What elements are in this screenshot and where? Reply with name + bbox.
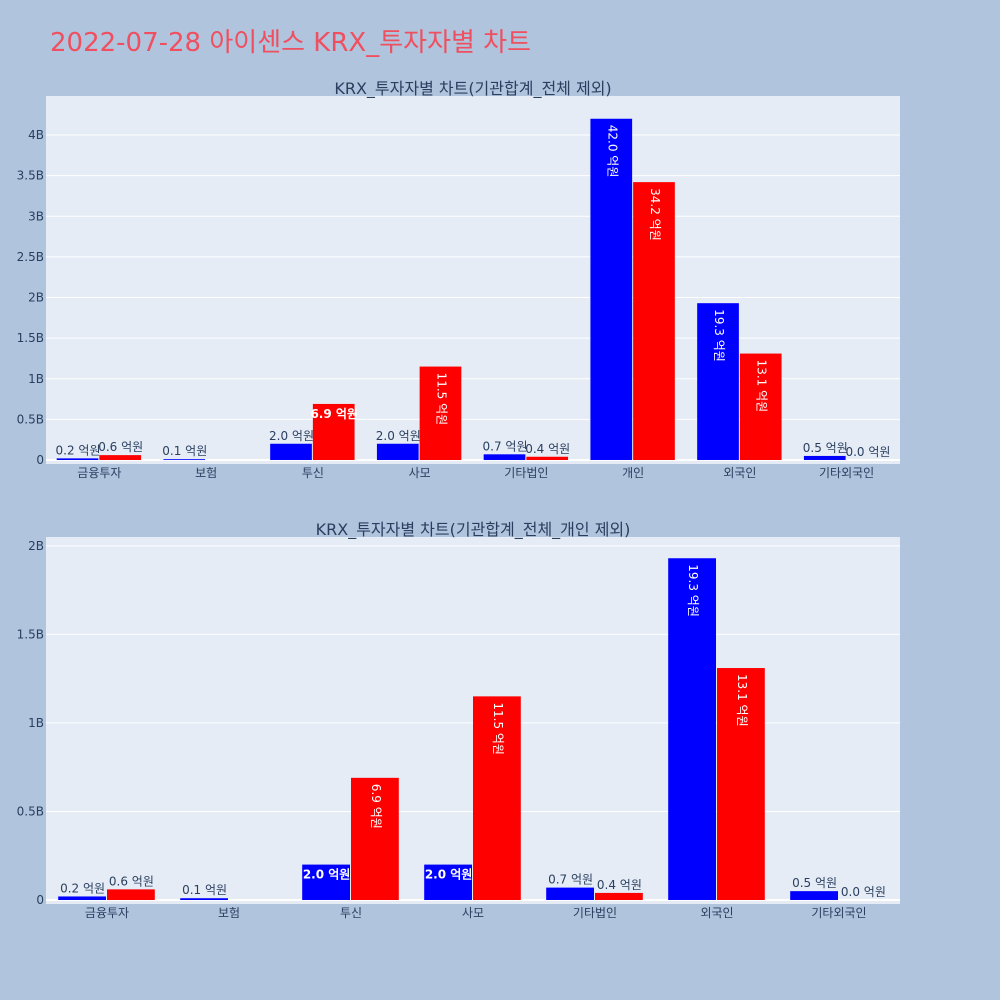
bar-label: 0.4 억원 (525, 442, 570, 456)
x-tick-label: 보험 (195, 466, 217, 480)
bar (483, 454, 526, 460)
x-tick-label: 금융투자 (85, 906, 129, 920)
bar (180, 898, 228, 900)
bar (270, 443, 312, 460)
y-tick-label: 1B (28, 372, 44, 386)
bar-label: 42.0 억원 (605, 125, 619, 178)
bar (526, 456, 569, 460)
bar-label: 19.3 억원 (712, 309, 726, 362)
x-tick-label: 사모 (462, 906, 484, 920)
bar (803, 455, 846, 460)
bar (99, 455, 142, 460)
y-tick-label: 0 (36, 453, 44, 467)
bar (590, 118, 633, 460)
chart-2: KRX_투자자별 차트(기관합계_전체_개인 제외) 0 0.5B 1B 1.5B 2B 금… (17, 520, 900, 920)
x-tick-label: 사모 (409, 466, 431, 480)
bar (107, 889, 155, 900)
chart-1: KRX_투자자별 차트(기관합계_전체 제외) 0 0.5B 1B 1.5B 2B 2.5B… (17, 79, 900, 480)
bar-label: 0.2 억원 (60, 881, 105, 895)
bar (419, 366, 462, 460)
x-tick-label: 투신 (340, 906, 362, 920)
y-tick-label: 1B (28, 716, 44, 730)
x-tick-label: 기타외국인 (811, 906, 866, 920)
bar (56, 458, 99, 460)
bar-label: 0.4 억원 (597, 878, 642, 892)
bar (790, 891, 838, 900)
y-tick-label: 0.5B (17, 412, 44, 426)
bar-label: 2.0 억원 (303, 868, 351, 882)
bar-label: 0.6 억원 (109, 874, 154, 888)
x-tick-label: 금융투자 (77, 466, 121, 480)
y-tick-label: 0 (36, 893, 44, 907)
y-tick-label: 0.5B (17, 804, 44, 818)
bar (668, 558, 716, 900)
x-tick-label: 외국인 (723, 466, 756, 480)
bar-label: 0.7 억원 (548, 873, 593, 887)
y-tick-label: 1.5B (17, 627, 44, 641)
bar-label: 0.6 억원 (98, 440, 143, 454)
y-tick-label: 2.5B (17, 250, 44, 264)
y-tick-label: 4B (28, 128, 44, 142)
bar-label: 11.5 억원 (434, 373, 448, 426)
bar-label: 13.1 억원 (755, 360, 769, 413)
bar-label: 2.0 억원 (425, 868, 473, 882)
bar-label: 0.5 억원 (792, 876, 837, 890)
page-title: 2022-07-28 아이센스 KRX_투자자별 차트 (50, 28, 532, 58)
bar-label: 0.0 억원 (845, 445, 890, 459)
bar-label: 34.2 억원 (648, 188, 662, 241)
y-tick-label: 2B (28, 291, 44, 305)
x-tick-label: 기타법인 (573, 906, 617, 920)
x-tick-label: 투신 (302, 466, 324, 480)
x-tick-label: 개인 (622, 466, 644, 480)
bar (351, 777, 399, 900)
bar-label: 19.3 억원 (686, 564, 700, 617)
x-tick-label: 기타외국인 (819, 466, 874, 480)
bar (302, 864, 350, 900)
bar-label: 0.2 억원 (56, 443, 101, 457)
bar (717, 668, 765, 900)
bar-label: 2.0 억원 (269, 429, 314, 443)
x-tick-label: 기타법인 (504, 466, 548, 480)
bar (739, 353, 782, 460)
y-tick-label: 2B (28, 539, 44, 553)
bar-label: 0.1 억원 (182, 883, 227, 897)
bar (633, 182, 675, 460)
bar (312, 403, 355, 460)
bar-label: 0.0 억원 (841, 885, 886, 899)
y-tick-label: 3.5B (17, 169, 44, 183)
bar (376, 443, 419, 460)
bar-label: 2.0 억원 (376, 429, 421, 443)
bar (424, 864, 472, 900)
bar (595, 892, 643, 900)
y-tick-label: 3B (28, 209, 44, 223)
bar (473, 696, 521, 900)
bar (697, 303, 739, 460)
bar-label: 0.1 억원 (162, 444, 207, 458)
bar-label: 6.9 억원 (310, 407, 358, 421)
bar-label: 11.5 억원 (491, 702, 505, 755)
bar-label: 0.7 억원 (483, 439, 528, 453)
chart-title: KRX_투자자별 차트(기관합계_전체 제외) (334, 79, 611, 99)
bar (58, 896, 106, 900)
bar-label: 0.5 억원 (803, 441, 848, 455)
chart-title: KRX_투자자별 차트(기관합계_전체_개인 제외) (316, 520, 631, 540)
x-tick-label: 보험 (218, 906, 240, 920)
bar-label: 13.1 억원 (735, 674, 749, 727)
bar (163, 459, 206, 460)
x-tick-label: 외국인 (700, 906, 733, 920)
y-tick-label: 1.5B (17, 331, 44, 345)
bar (546, 887, 594, 900)
bar-label: 6.9 억원 (369, 784, 383, 829)
